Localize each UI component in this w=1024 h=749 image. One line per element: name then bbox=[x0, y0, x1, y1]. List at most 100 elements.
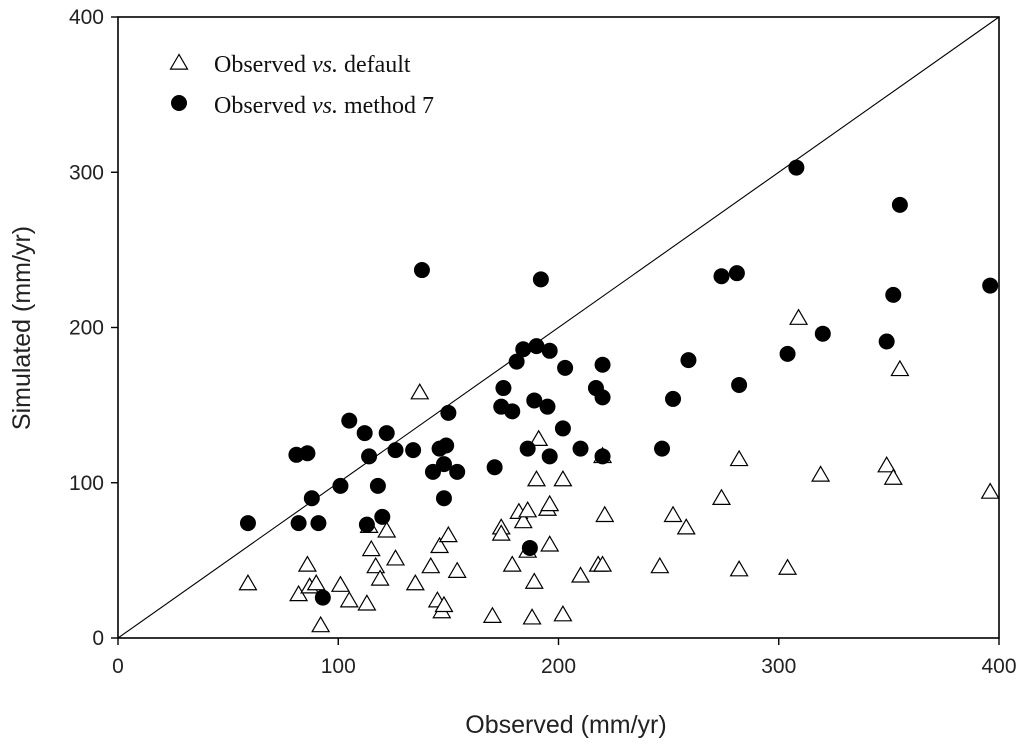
default-point bbox=[522, 608, 542, 625]
method7-point bbox=[440, 404, 457, 421]
method7-point bbox=[680, 352, 697, 369]
default-point bbox=[410, 383, 430, 400]
method7-point bbox=[504, 403, 521, 420]
default-point bbox=[434, 595, 454, 613]
default-point bbox=[526, 469, 547, 487]
default-point bbox=[361, 539, 381, 557]
legend-label-default: Observed vs. default bbox=[214, 52, 411, 78]
default-point bbox=[595, 505, 615, 523]
default-point bbox=[385, 549, 406, 566]
y-tick-label: 200 bbox=[69, 317, 104, 340]
default-point bbox=[238, 573, 258, 591]
default-point bbox=[529, 429, 549, 446]
default-point bbox=[650, 556, 670, 574]
default-point bbox=[518, 501, 538, 518]
method7-point bbox=[413, 262, 430, 279]
default-point bbox=[553, 605, 573, 622]
default-point bbox=[711, 488, 732, 505]
method7-point bbox=[405, 442, 422, 459]
default-point bbox=[883, 468, 903, 485]
method7-point bbox=[982, 277, 999, 294]
method7-point bbox=[528, 338, 545, 355]
method7-point bbox=[356, 425, 373, 442]
method7-point bbox=[532, 271, 549, 288]
method7-point bbox=[594, 356, 611, 373]
method7-point bbox=[594, 389, 611, 406]
default-point bbox=[593, 555, 613, 572]
method7-point bbox=[814, 325, 831, 342]
method7-point bbox=[299, 445, 316, 462]
legend-marker-default bbox=[169, 53, 189, 70]
method7-point bbox=[788, 159, 805, 176]
series-default bbox=[238, 308, 1000, 633]
method7-point bbox=[438, 437, 455, 454]
method7-point bbox=[508, 353, 525, 370]
default-point bbox=[570, 566, 591, 583]
method7-point bbox=[374, 508, 391, 525]
method7-point bbox=[290, 515, 307, 532]
default-point bbox=[729, 449, 749, 467]
method7-point bbox=[519, 440, 536, 457]
method7-point bbox=[341, 412, 358, 429]
method7-point bbox=[878, 333, 895, 350]
default-point bbox=[366, 556, 386, 574]
default-point bbox=[553, 469, 573, 487]
legend: Observed vs. default Observed vs. method … bbox=[169, 52, 434, 119]
y-tick-label: 0 bbox=[92, 627, 104, 650]
default-point bbox=[676, 518, 696, 535]
default-point bbox=[482, 606, 502, 623]
method7-point bbox=[358, 516, 375, 533]
method7-point bbox=[731, 376, 748, 393]
default-point bbox=[980, 482, 1000, 499]
method7-point bbox=[891, 196, 908, 213]
legend-marker-method-7 bbox=[171, 95, 187, 111]
axis-ticks: 0 100 200 300 400 0 100 200 300 400 bbox=[69, 6, 1017, 678]
method7-point bbox=[521, 539, 538, 556]
default-point bbox=[811, 465, 831, 482]
default-point bbox=[890, 359, 910, 377]
method7-point bbox=[310, 515, 327, 532]
method7-point bbox=[303, 490, 320, 507]
data-points bbox=[238, 159, 1000, 633]
x-tick-label: 200 bbox=[541, 655, 576, 678]
default-point bbox=[430, 536, 450, 554]
method7-point bbox=[435, 456, 452, 473]
method7-point bbox=[515, 341, 532, 358]
method7-point bbox=[486, 459, 503, 476]
method7-point bbox=[728, 265, 745, 282]
default-point bbox=[370, 569, 390, 586]
method7-point bbox=[885, 286, 902, 303]
method7-point bbox=[779, 345, 796, 362]
default-point bbox=[357, 594, 377, 611]
default-point bbox=[502, 555, 522, 572]
method7-point bbox=[713, 268, 730, 285]
default-point bbox=[447, 561, 467, 578]
reference-line-layer bbox=[117, 16, 1000, 639]
default-point bbox=[306, 573, 326, 591]
y-axis-title: Simulated (mm/yr) bbox=[8, 226, 36, 430]
series-method-7 bbox=[239, 159, 999, 606]
default-point bbox=[311, 615, 331, 633]
default-point bbox=[297, 555, 317, 572]
x-tick-label: 400 bbox=[981, 655, 1016, 678]
method7-point bbox=[594, 448, 611, 465]
method7-point bbox=[495, 380, 512, 397]
method7-point bbox=[369, 477, 386, 494]
legend-label-method-7: Observed vs. method 7 bbox=[214, 93, 434, 119]
method7-point bbox=[361, 448, 378, 465]
method7-point bbox=[665, 390, 682, 407]
default-point bbox=[789, 308, 809, 325]
method7-point bbox=[539, 398, 556, 415]
default-point bbox=[524, 572, 544, 589]
reference-line bbox=[117, 16, 1000, 639]
method7-point bbox=[526, 392, 543, 409]
default-point bbox=[405, 573, 425, 591]
default-point bbox=[377, 521, 397, 538]
method7-point bbox=[239, 515, 256, 532]
method7-point bbox=[541, 342, 558, 359]
default-point bbox=[330, 575, 350, 592]
method7-point bbox=[557, 359, 574, 376]
default-point bbox=[877, 455, 897, 473]
default-point bbox=[339, 591, 359, 608]
default-point bbox=[540, 535, 560, 552]
